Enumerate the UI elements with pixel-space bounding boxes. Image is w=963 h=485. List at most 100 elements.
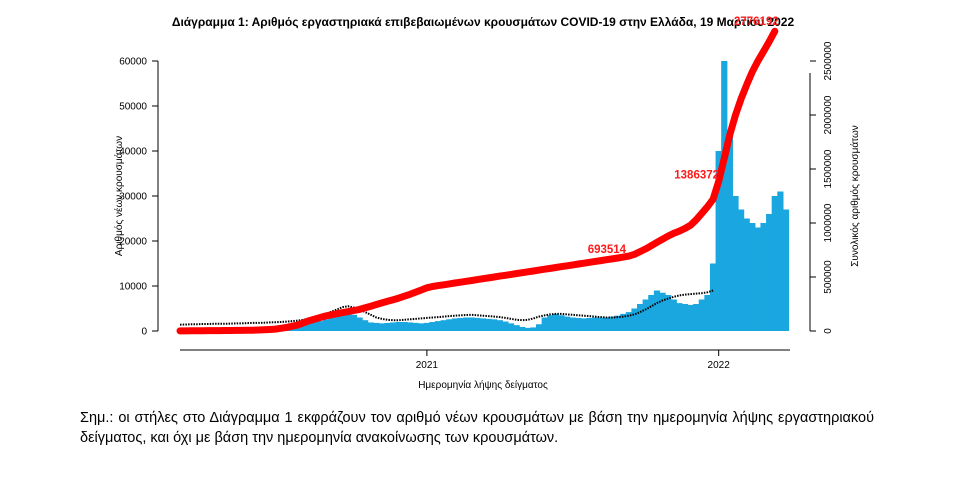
daily-cases-bar [754,227,762,331]
daily-cases-bar [575,317,582,331]
left-y-tick-label: 40000 [119,147,147,158]
daily-cases-bar [435,321,442,331]
daily-cases-bar [569,317,576,331]
daily-cases-bar [743,218,750,331]
daily-cases-bar [732,196,739,331]
daily-cases-bar [491,319,498,331]
daily-cases-bar [782,209,790,331]
daily-cases-bar [597,317,604,331]
right-y-axis-label: Συνολικός αριθμός κρουσμάτων [849,125,861,267]
daily-cases-bar [356,317,363,331]
daily-cases-bar [580,318,588,331]
daily-cases-bar [524,327,531,331]
daily-cases-bar [446,319,453,331]
daily-cases-bar [541,317,548,331]
daily-cases-bar [586,317,593,331]
daily-cases-bar [670,299,677,331]
daily-cases-bar [468,317,475,331]
daily-cases-bar [457,317,464,331]
daily-cases-bar [608,316,616,331]
daily-cases-bar [423,322,430,331]
daily-cases-bar [547,315,554,331]
left-y-tick-label: 0 [141,327,147,338]
right-y-tick-label: 1500000 [823,149,834,188]
daily-cases-bar [614,315,621,331]
cumulative-annotation-label: 1386372 [674,169,719,181]
daily-cases-bar [334,315,341,331]
daily-cases-bar [625,312,632,331]
daily-cases-bar [317,321,324,331]
daily-cases-bar [418,323,425,331]
daily-cases-bar [485,318,492,331]
x-tick-label: 2022 [708,360,731,371]
right-y-tick-label: 2000000 [823,95,834,134]
chart-note: Σημ.: οι στήλες στο Διάγραμμα 1 εκφράζου… [80,410,874,446]
cumulative-annotations: 693514 1386372 2776192 [588,16,779,256]
daily-cases-bar [653,290,661,331]
x-tick-label: 2021 [416,360,439,371]
daily-cases-bar [513,325,520,331]
daily-cases-bar [496,320,503,331]
left-y-tick-label: 20000 [119,237,147,248]
daily-cases-bar [681,304,689,331]
daily-cases-bar [463,317,470,331]
daily-cases-bar [687,304,694,331]
chart-title: Διάγραμμα 1: Αριθμός εργαστηριακά επιβεβ… [172,15,795,29]
daily-cases-bar [637,304,644,331]
daily-cases-bars [176,61,790,331]
daily-cases-bar [631,308,638,331]
daily-cases-bar [620,313,627,331]
right-y-tick-label: 2500000 [823,41,834,80]
daily-cases-bar [451,318,459,331]
left-y-axis-label: Αριθμός νέων κρουσμάτων [113,136,125,256]
daily-cases-bar [406,322,414,331]
daily-cases-bar [362,320,369,331]
right-y-tick-label: 500000 [823,260,834,294]
daily-cases-bar [676,303,683,331]
daily-cases-bar [440,320,447,331]
daily-cases-bar [738,209,745,331]
daily-cases-bar [412,322,419,331]
daily-cases-bar [479,318,487,331]
daily-cases-bar [322,319,329,331]
daily-cases-bar [311,321,318,331]
daily-cases-bar [698,299,705,331]
covid-cases-chart: Διάγραμμα 1: Αριθμός εργαστηριακά επιβεβ… [113,15,861,391]
daily-cases-bar [378,323,386,331]
daily-cases-bar [339,313,346,331]
daily-cases-bar [603,317,610,331]
left-y-axis-ticks: 0 10000 20000 30000 40000 50000 60000 [119,57,158,338]
right-y-axis-ticks: 0 500000 1000000 1500000 2000000 2500000 [810,41,834,334]
daily-cases-bar [777,191,784,331]
daily-cases-bar [300,322,307,331]
daily-cases-bar [345,313,352,331]
left-y-tick-label: 50000 [119,102,147,113]
daily-cases-bar [760,223,767,331]
daily-cases-bar [693,304,700,331]
daily-cases-bar [502,321,509,331]
x-axis-ticks: 2021 2022 [416,350,730,371]
daily-cases-bar [648,295,655,331]
daily-cases-bar [384,322,391,331]
daily-cases-bar [659,292,666,331]
daily-cases-bar [665,295,672,331]
daily-cases-bar [771,196,778,331]
daily-cases-bar [536,324,543,331]
daily-cases-bar [350,314,358,331]
right-y-tick-label: 1000000 [823,203,834,242]
daily-cases-bar [395,322,402,331]
daily-cases-bar [704,295,711,331]
daily-cases-bar [721,61,728,331]
daily-cases-bar [558,315,565,331]
cumulative-cases-path [176,27,779,335]
daily-cases-bar [552,313,560,331]
cumulative-cases-line [176,27,779,335]
cumulative-annotation-label: 693514 [588,244,627,256]
daily-cases-bar [328,317,335,331]
daily-cases-bar [564,316,571,331]
daily-cases-bar [390,322,397,331]
daily-cases-bar [726,133,733,331]
daily-cases-bar [474,317,481,331]
daily-cases-bar [305,322,313,331]
daily-cases-bar [429,322,436,331]
